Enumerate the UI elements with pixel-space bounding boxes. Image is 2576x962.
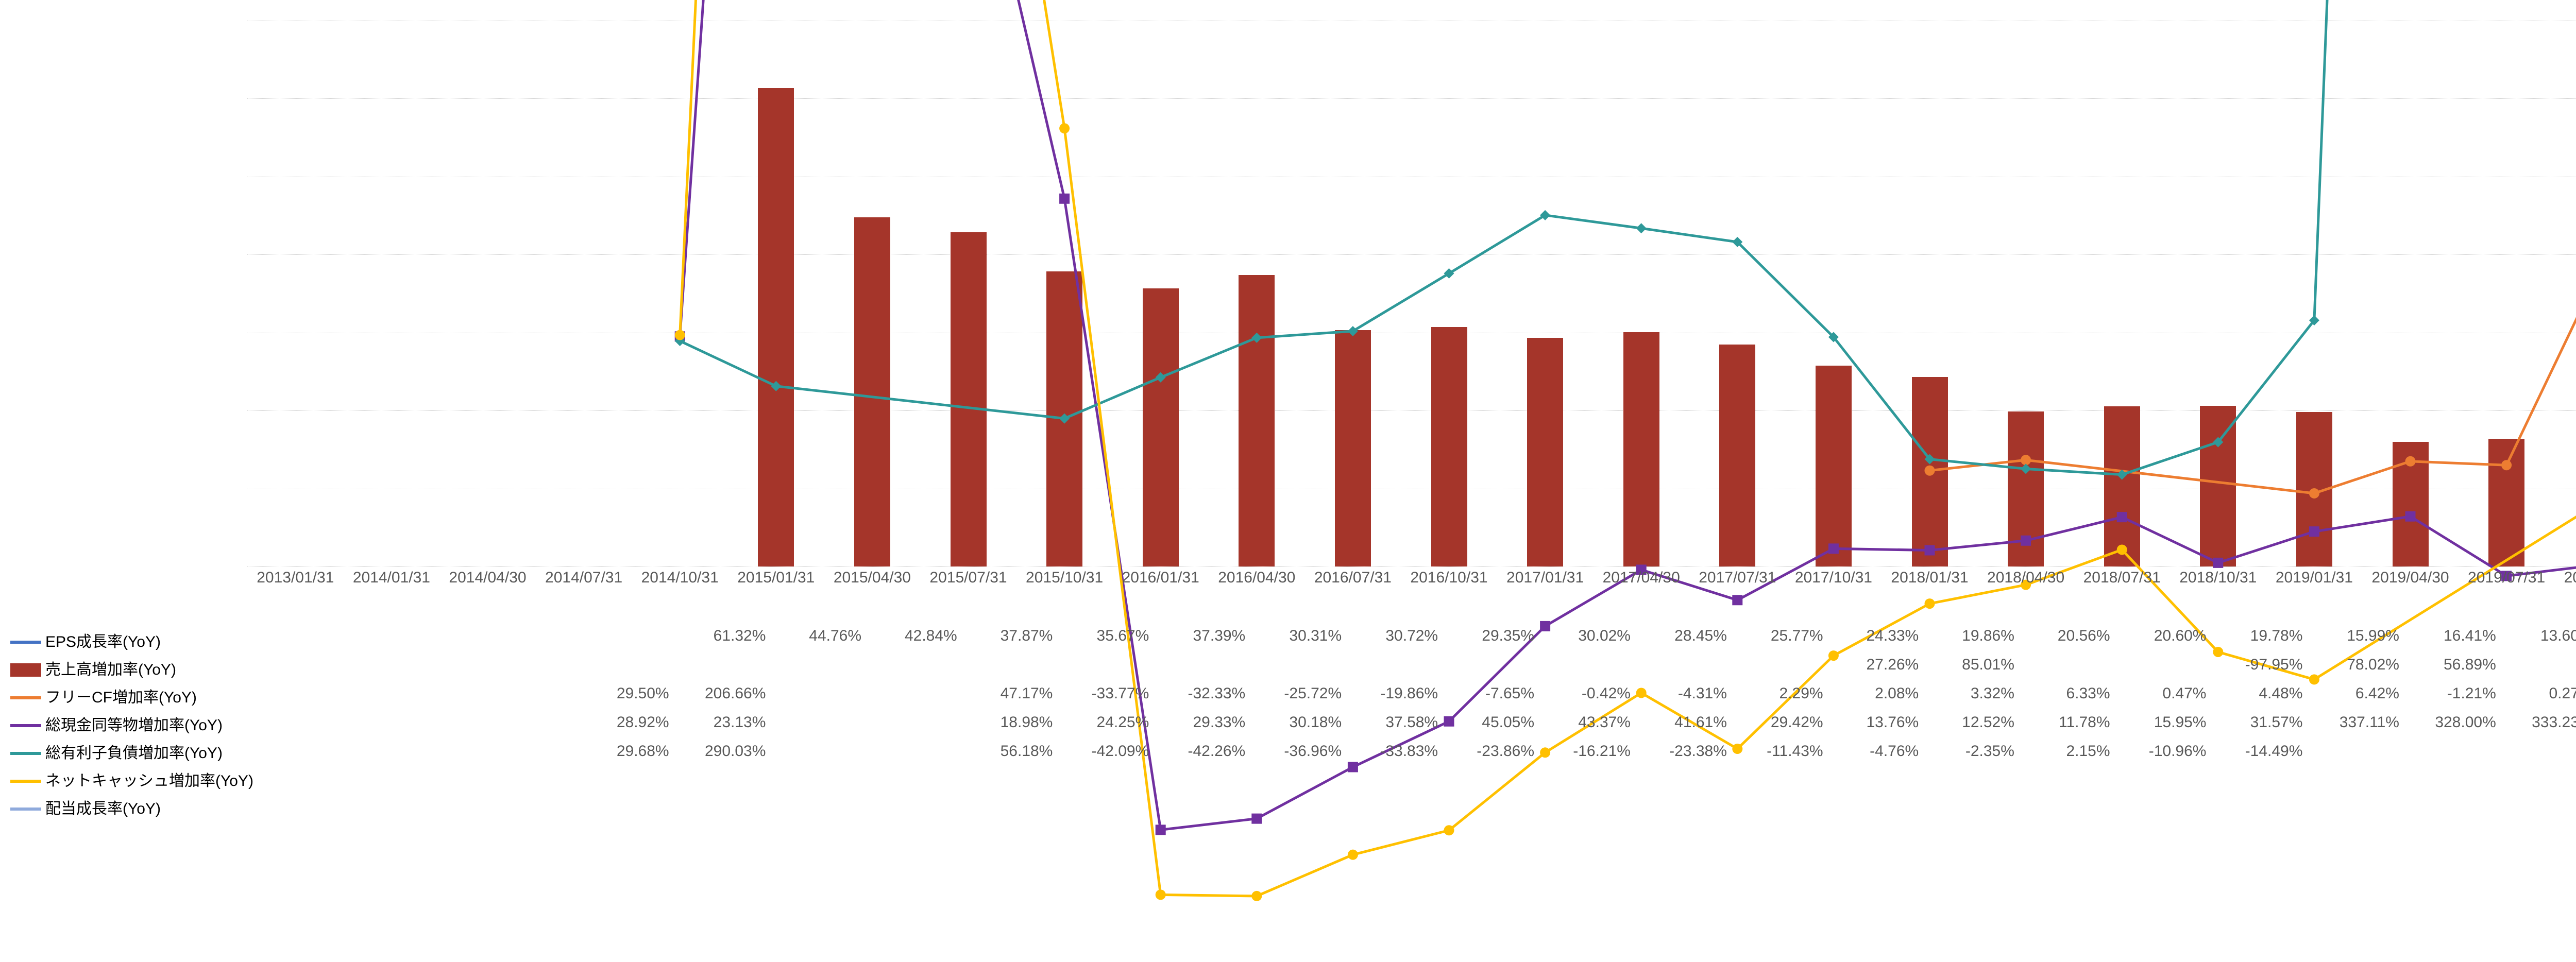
- date-label: 2014/01/31: [353, 569, 430, 587]
- date-label: 2017/01/31: [1506, 569, 1584, 587]
- date-label: 2016/10/31: [1410, 569, 1487, 587]
- date-label: 2015/04/30: [834, 569, 911, 587]
- date-label: 2014/07/31: [545, 569, 622, 587]
- date-label: 2019/10/31: [2564, 569, 2576, 587]
- table-row-div: [1, 766, 2576, 794]
- table-row-revenue: 61.32%44.76%42.84%37.87%35.67%37.39%30.3…: [1, 622, 2576, 650]
- date-label: 2016/01/31: [1122, 569, 1199, 587]
- line-fcf: [1930, 63, 2576, 493]
- date-label: 2018/01/31: [1891, 569, 1968, 587]
- date-label: 2019/07/31: [2468, 569, 2545, 587]
- table-row-netcash: 29.68%290.03%56.18%-42.09%-42.26%-36.96%…: [1, 737, 2576, 765]
- date-label: 2014/10/31: [641, 569, 719, 587]
- table-row-eps: [1, 593, 2576, 621]
- date-label: 2015/01/31: [737, 569, 815, 587]
- date-label: 2015/10/31: [1026, 569, 1103, 587]
- table-row-debt: 28.92%23.13%18.98%24.25%29.33%30.18%37.5…: [1, 709, 2576, 736]
- date-label: 2016/04/30: [1218, 569, 1295, 587]
- date-label: 2014/04/30: [449, 569, 526, 587]
- table-row-cash: 29.50%206.66%47.17%-33.77%-32.33%-25.72%…: [1, 680, 2576, 708]
- date-label: 2019/04/30: [2371, 569, 2449, 587]
- line-netcash: [680, 0, 2576, 962]
- date-label: 2018/04/30: [1987, 569, 2064, 587]
- legend-div: 配当成長率(YoY): [10, 795, 253, 823]
- date-label: 2018/07/31: [2083, 569, 2161, 587]
- date-label: 2013/01/31: [257, 569, 334, 587]
- table-row-fcf: 27.26%85.01%-97.95%78.02%56.89%2,265.20%…: [1, 651, 2576, 679]
- line-debt: [680, 0, 2576, 571]
- date-label: 2017/04/30: [1603, 569, 1680, 587]
- date-label: 2018/10/31: [2179, 569, 2257, 587]
- date-label: 2016/07/31: [1314, 569, 1392, 587]
- date-label: 2019/01/31: [2276, 569, 2353, 587]
- date-label: 2017/07/31: [1699, 569, 1776, 587]
- date-label: 2017/10/31: [1795, 569, 1872, 587]
- date-label: 2015/07/31: [929, 569, 1007, 587]
